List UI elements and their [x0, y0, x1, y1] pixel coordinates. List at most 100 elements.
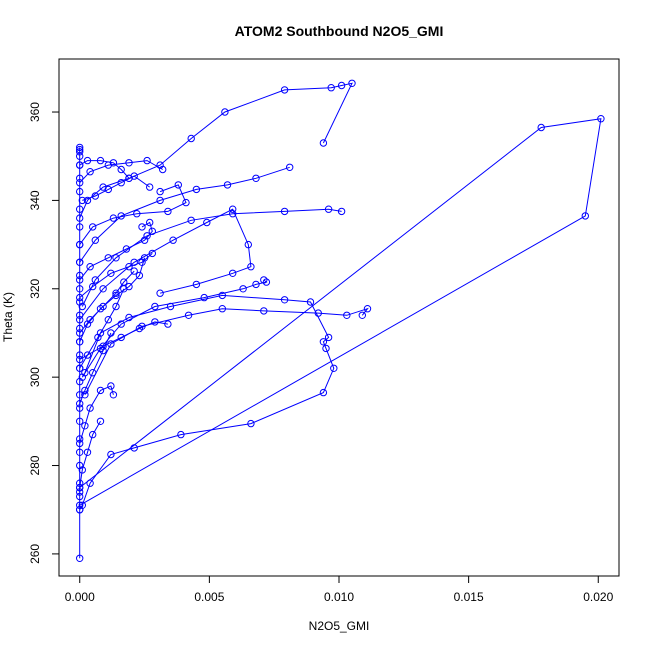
data-point	[260, 307, 268, 315]
data-point	[99, 285, 107, 293]
data-point	[76, 161, 84, 169]
data-point	[122, 245, 131, 253]
series-13	[76, 218, 157, 284]
data-point	[597, 115, 605, 123]
data-point	[182, 198, 190, 207]
data-point	[112, 289, 120, 297]
data-point	[107, 269, 115, 277]
data-point	[78, 501, 87, 509]
data-point	[187, 216, 195, 225]
data-point	[247, 263, 255, 271]
data-point	[99, 342, 107, 350]
data-point	[76, 554, 84, 562]
data-point	[76, 205, 84, 213]
plot-area	[76, 79, 605, 562]
data-point	[146, 183, 154, 191]
data-point	[130, 258, 138, 266]
data-point	[91, 276, 100, 284]
data-point	[319, 338, 328, 346]
data-point	[112, 291, 120, 300]
data-point	[125, 263, 133, 271]
data-point	[143, 232, 151, 240]
x-tick-label: 0.000	[65, 590, 95, 604]
data-point	[537, 123, 545, 132]
data-point	[148, 227, 157, 236]
data-point	[148, 249, 157, 258]
data-point	[76, 338, 84, 346]
data-point	[76, 488, 84, 496]
series-line	[79, 421, 101, 488]
data-point	[76, 187, 84, 196]
data-point	[306, 298, 315, 306]
data-point	[76, 483, 84, 492]
data-point	[133, 210, 141, 218]
data-point	[337, 207, 346, 216]
data-point	[89, 369, 97, 377]
data-point	[78, 302, 87, 311]
data-point	[94, 333, 102, 342]
data-point	[76, 145, 84, 154]
data-point	[192, 185, 201, 194]
series-line	[79, 118, 602, 506]
data-point	[107, 382, 115, 390]
data-point	[76, 223, 84, 231]
series-10	[76, 156, 167, 187]
data-point	[229, 205, 237, 213]
data-point	[280, 86, 289, 94]
series-line	[81, 279, 268, 378]
y-tick-label: 340	[28, 190, 42, 210]
series-line	[79, 321, 168, 360]
data-point	[327, 84, 335, 92]
data-point	[86, 316, 94, 324]
data-point	[76, 329, 84, 337]
data-point	[76, 364, 84, 372]
series-17	[76, 382, 118, 448]
data-point	[143, 156, 151, 165]
series-6	[76, 205, 255, 324]
data-point	[76, 351, 84, 359]
data-point	[203, 218, 211, 227]
data-point	[76, 404, 84, 412]
data-point	[164, 207, 172, 216]
data-point	[76, 258, 84, 266]
data-point	[156, 289, 164, 297]
series-line	[79, 270, 135, 334]
data-point	[76, 293, 84, 302]
data-point	[76, 148, 84, 156]
data-point	[117, 320, 125, 328]
data-point	[76, 316, 84, 324]
data-point	[76, 400, 84, 408]
data-point	[138, 258, 146, 266]
data-point	[358, 311, 366, 319]
series-line	[79, 166, 290, 263]
data-point	[156, 196, 164, 205]
data-point	[138, 223, 146, 231]
data-point	[218, 291, 227, 300]
data-point	[78, 196, 87, 205]
data-point	[76, 276, 84, 284]
data-point	[76, 492, 84, 501]
data-point	[76, 214, 84, 222]
data-point	[81, 422, 89, 430]
series-line	[79, 257, 146, 343]
series-12	[76, 181, 190, 249]
data-point	[99, 346, 107, 355]
data-point	[169, 236, 177, 244]
y-tick-label: 280	[28, 455, 42, 475]
x-tick-label: 0.020	[583, 590, 613, 604]
data-point	[314, 309, 322, 317]
data-point	[164, 320, 172, 328]
plot-frame	[58, 58, 620, 577]
data-point	[76, 439, 84, 448]
series-20	[76, 267, 138, 337]
x-tick-label: 0.010	[324, 590, 354, 604]
data-point	[76, 179, 84, 187]
y-axis-label: Theta (K)	[1, 292, 15, 342]
data-point	[184, 311, 193, 319]
data-point	[200, 293, 208, 302]
data-point	[76, 143, 84, 152]
data-point	[117, 165, 125, 174]
data-point	[83, 196, 92, 205]
y-tick-label: 360	[28, 102, 42, 122]
y-tick-label: 260	[28, 544, 42, 564]
